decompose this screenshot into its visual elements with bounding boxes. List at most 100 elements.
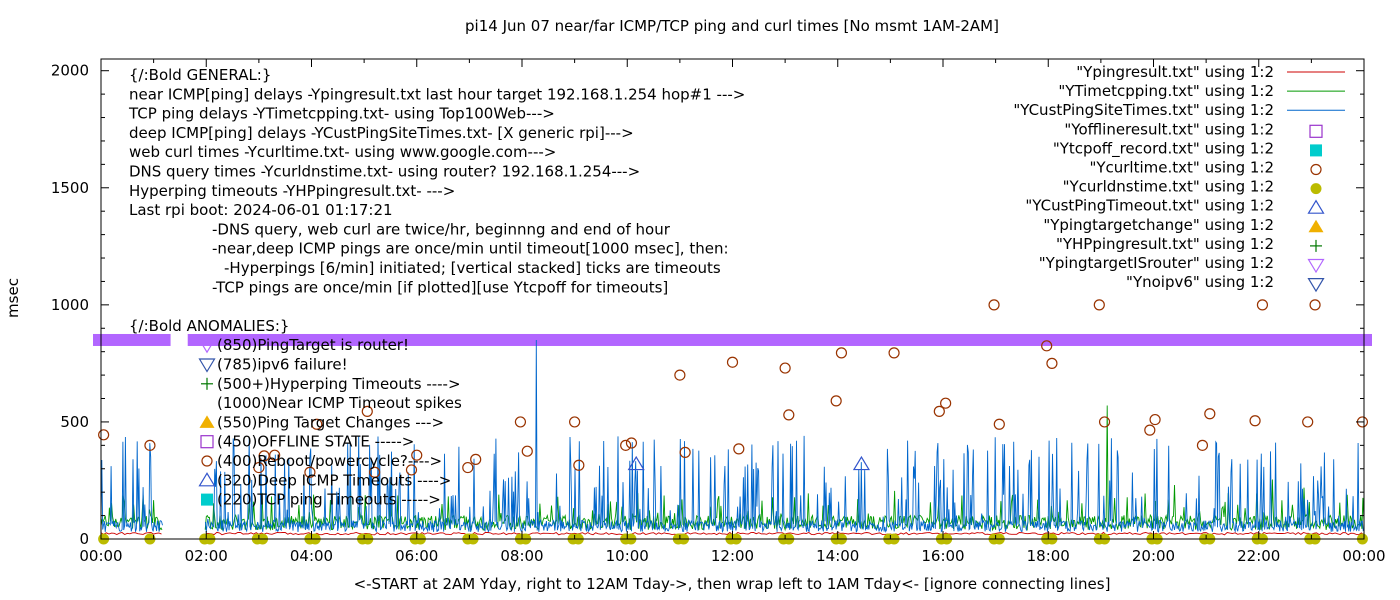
data-point-ycurltime — [253, 461, 265, 474]
annotation-note: -near,deep ICMP pings are once/min until… — [212, 240, 729, 258]
annotation-note: TCP ping delays -YTimetcpping.txt- using… — [128, 105, 555, 123]
x-tick-label: 08:00 — [500, 547, 543, 565]
data-point-ycurltime — [1144, 424, 1156, 436]
annotation-note: -TCP pings are once/min [if plotted][use… — [212, 278, 668, 296]
data-point-ycurltime — [569, 416, 581, 428]
annotation-note: near ICMP[ping] delays -Ypingresult.txt … — [129, 85, 745, 103]
legend-label: "Ypingresult.txt" using 1:2 — [1076, 63, 1274, 81]
legend-marker — [1308, 219, 1324, 233]
router-band-layer — [93, 333, 1373, 346]
data-point-ycurltime — [470, 453, 482, 465]
data-point-ycurltime — [573, 459, 585, 471]
legend-label: "Ytcpoff_record.txt" using 1:2 — [1053, 139, 1274, 158]
x-tick-label: 02:00 — [185, 547, 228, 565]
data-point-ycurltime — [411, 449, 423, 461]
anomaly-item: (785)ipv6 failure! — [198, 356, 348, 374]
anomaly-item: (850)PingTarget is router! — [198, 336, 409, 354]
legend-entry: "YpingtargetISrouter" using 1:2 — [1039, 254, 1325, 274]
anomaly-item: (220)TCP ping Timeouts -----> — [201, 491, 441, 509]
data-point-ycurltime — [1046, 357, 1058, 369]
anomaly-item: (400)Reboot/powercycle?----> — [201, 452, 442, 470]
legend-label: "YCustPingSiteTimes.txt" using 1:2 — [1013, 101, 1274, 119]
anomaly-item: (1000)Near ICMP Timeout spikes — [217, 394, 462, 412]
x-tick-label: 18:00 — [1027, 547, 1070, 565]
y-tick-label: 1500 — [51, 179, 89, 197]
legend-label: "YpingtargetISrouter" using 1:2 — [1039, 254, 1274, 272]
legend-entry: "Ycurldnstime.txt" using 1:2 — [1063, 178, 1322, 196]
anomaly-marker — [200, 435, 214, 449]
anomaly-item: (550)Ping Target Changes ---> — [199, 413, 444, 431]
x-tick-label: 06:00 — [395, 547, 438, 565]
data-point-ycurltime — [1302, 416, 1314, 428]
router-band-segment — [93, 333, 171, 346]
y-tick-label: 1000 — [51, 296, 89, 314]
legend-marker — [1307, 199, 1325, 214]
anomaly-label: (320)Deep ICMP Timeouts ----> — [217, 471, 451, 489]
anomaly-marker — [199, 415, 215, 428]
anomaly-item: (450)OFFLINE STATE -----> — [200, 433, 414, 451]
data-point-ycurltime — [462, 461, 474, 474]
data-point-ycurltime — [361, 405, 373, 417]
data-point-ycurltime — [304, 466, 316, 478]
data-point-ycustpingtimeout — [852, 455, 870, 471]
data-point-ycurltime — [1309, 299, 1321, 311]
legend-label: "YCustPingTimeout.txt" using 1:2 — [1025, 197, 1274, 215]
annotation-note: Hyperping timeouts -YHPpingresult.txt- -… — [129, 182, 455, 200]
legend-entry: "Ypingtargetchange" using 1:2 — [1043, 216, 1324, 234]
data-point-ycurltime — [405, 464, 418, 476]
data-point-ycurltime — [933, 405, 945, 417]
x-tick-label: 20:00 — [1132, 547, 1175, 565]
legend-marker — [1309, 124, 1323, 138]
legend-entry: "YHPpingresult.txt" using 1:2 — [1056, 235, 1322, 253]
legend-entry: "YCustPingTimeout.txt" using 1:2 — [1025, 197, 1325, 215]
legend-marker — [1310, 183, 1322, 195]
data-point-ycurltime — [269, 449, 281, 461]
y-tick-label: 0 — [79, 530, 89, 548]
annotation-note: deep ICMP[ping] delays -YCustPingSiteTim… — [129, 124, 634, 142]
annotation-note: DNS query times -Ycurldnstime.txt- using… — [129, 163, 640, 181]
legend-label: "Ycurldnstime.txt" using 1:2 — [1063, 178, 1274, 196]
x-tick-label: 00:00 — [79, 547, 122, 565]
anomaly-marker — [198, 472, 216, 487]
legend-entry: "Ycurltime.txt" using 1:2 — [1089, 159, 1322, 177]
x-tick-label: 16:00 — [921, 547, 964, 565]
data-point-ycurltime — [674, 369, 686, 381]
anomaly-item: (320)Deep ICMP Timeouts ----> — [198, 471, 451, 489]
legend-entry: "Yofflineresult.txt" using 1:2 — [1064, 120, 1323, 138]
anomaly-label: (1000)Near ICMP Timeout spikes — [217, 394, 462, 412]
legend-label: "YHPpingresult.txt" using 1:2 — [1056, 235, 1274, 253]
data-point-ycurltime — [369, 466, 381, 478]
data-point-ycurltime — [733, 443, 745, 455]
legend-entry: "YTimetcpping.txt" using 1:2 — [1058, 82, 1345, 100]
data-point-ycurltime — [1196, 439, 1209, 451]
anomaly-marker — [201, 377, 213, 390]
data-point-ycurltime — [620, 439, 632, 451]
data-point-ycurltime — [98, 429, 110, 441]
legend-marker — [1310, 144, 1322, 157]
data-point-ycurltime — [835, 347, 848, 359]
data-point-ycurltime — [1093, 299, 1105, 311]
data-point-ycurltime — [779, 362, 791, 374]
legend-entry: "YCustPingSiteTimes.txt" using 1:2 — [1013, 101, 1345, 119]
data-point-ycurltime — [311, 418, 323, 430]
data-point-ycurltime — [888, 347, 900, 359]
router-band-segment — [187, 333, 1373, 346]
anomaly-label: (785)ipv6 failure! — [217, 356, 348, 374]
y-tick-label: 2000 — [51, 62, 89, 80]
anomaly-label: (550)Ping Target Changes ---> — [217, 413, 444, 431]
y-tick-label: 500 — [60, 413, 89, 431]
legend-label: "Yofflineresult.txt" using 1:2 — [1064, 120, 1274, 138]
x-tick-label: 10:00 — [606, 547, 649, 565]
chart-title: pi14 Jun 07 near/far ICMP/TCP ping and c… — [465, 17, 999, 35]
data-point-ycurltime — [940, 397, 952, 409]
data-point-ycurltime — [1098, 416, 1111, 428]
anomaly-label: (850)PingTarget is router! — [217, 336, 409, 354]
anomaly-marker — [198, 339, 216, 354]
x-axis-label: <-START at 2AM Yday, right to 12AM Tday-… — [354, 575, 1111, 593]
data-point-ycurltime — [726, 356, 739, 368]
axes-layer: 0 500 1000 1500 2000 00:00 02:00 04:00 06:00 08:0… — [51, 59, 1386, 565]
data-point-ycurltime — [1249, 415, 1261, 427]
annotation-note: {/:Bold GENERAL:} — [129, 66, 271, 84]
annotation-note: {/:Bold ANOMALIES:} — [129, 317, 289, 335]
data-point-ycurltime — [988, 299, 1000, 311]
